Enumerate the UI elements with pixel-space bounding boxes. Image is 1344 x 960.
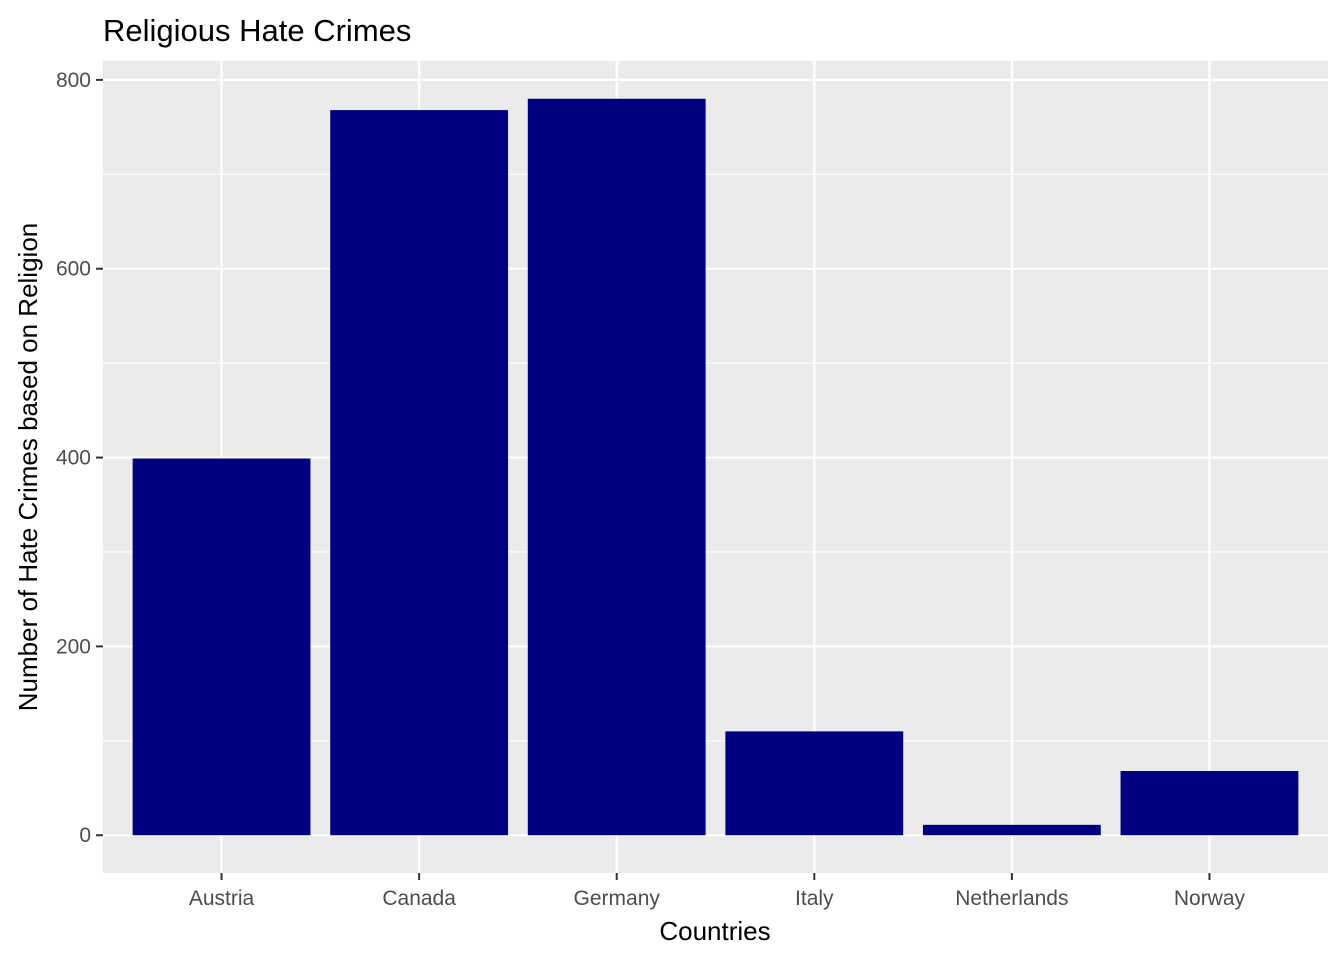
x-tick-label: Germany: [574, 887, 661, 910]
bar-norway: [1120, 771, 1299, 836]
bar-austria: [132, 458, 311, 836]
x-axis: Austria Canada Germany Italy Netherlands Norw…: [189, 873, 1246, 910]
x-tick-label: Netherlands: [955, 887, 1068, 910]
x-axis-title: Countries: [659, 916, 770, 946]
bar-germany: [527, 98, 706, 836]
x-tick-label: Canada: [382, 887, 456, 910]
bar-netherlands: [922, 824, 1101, 836]
y-axis-title: Number of Hate Crimes based on Religion: [13, 223, 43, 711]
y-tick-label: 200: [56, 635, 91, 658]
y-tick-label: 800: [56, 69, 91, 92]
y-tick-label: 600: [56, 258, 91, 281]
bars: [132, 98, 1299, 836]
x-tick-label: Norway: [1174, 887, 1246, 910]
y-tick-label: 400: [56, 447, 91, 470]
x-tick-label: Italy: [795, 887, 834, 910]
bar-italy: [725, 731, 904, 836]
bar-canada: [330, 110, 509, 836]
y-axis: 0 200 400 600 800: [56, 69, 103, 847]
x-tick-label: Austria: [189, 887, 255, 910]
chart-title: Religious Hate Crimes: [103, 13, 411, 48]
y-tick-label: 0: [79, 824, 91, 847]
